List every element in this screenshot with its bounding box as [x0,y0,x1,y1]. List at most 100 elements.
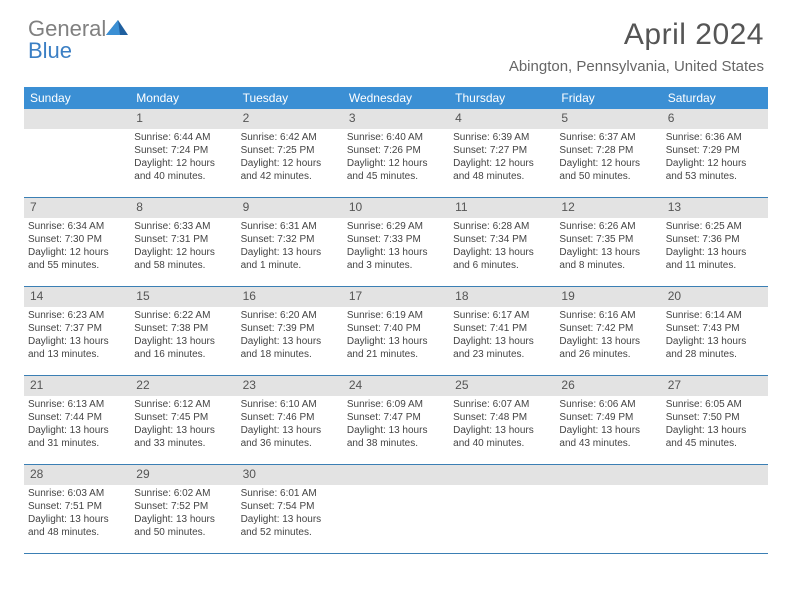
day-cell: 20Sunrise: 6:14 AMSunset: 7:43 PMDayligh… [662,287,768,375]
sunset-text: Sunset: 7:49 PM [559,411,657,424]
sunrise-text: Sunrise: 6:06 AM [559,398,657,411]
day-number: 7 [24,198,130,218]
day-number: 8 [130,198,236,218]
week-row: 14Sunrise: 6:23 AMSunset: 7:37 PMDayligh… [24,287,768,376]
day-info: Sunrise: 6:39 AMSunset: 7:27 PMDaylight:… [453,131,551,183]
sunset-text: Sunset: 7:37 PM [28,322,126,335]
day-number: 1 [130,109,236,129]
sunset-text: Sunset: 7:38 PM [134,322,232,335]
daylight-text: Daylight: 13 hours and 38 minutes. [347,424,445,450]
day-number: 12 [555,198,661,218]
sunset-text: Sunset: 7:44 PM [28,411,126,424]
daylight-text: Daylight: 13 hours and 45 minutes. [666,424,764,450]
day-number: 14 [24,287,130,307]
daylight-text: Daylight: 13 hours and 21 minutes. [347,335,445,361]
day-number: 30 [237,465,343,485]
sunset-text: Sunset: 7:36 PM [666,233,764,246]
sunrise-text: Sunrise: 6:34 AM [28,220,126,233]
sunrise-text: Sunrise: 6:28 AM [453,220,551,233]
day-number: 11 [449,198,555,218]
day-info: Sunrise: 6:36 AMSunset: 7:29 PMDaylight:… [666,131,764,183]
day-cell: 23Sunrise: 6:10 AMSunset: 7:46 PMDayligh… [237,376,343,464]
daylight-text: Daylight: 13 hours and 3 minutes. [347,246,445,272]
day-info: Sunrise: 6:29 AMSunset: 7:33 PMDaylight:… [347,220,445,272]
sunrise-text: Sunrise: 6:29 AM [347,220,445,233]
sunset-text: Sunset: 7:27 PM [453,144,551,157]
day-cell: 15Sunrise: 6:22 AMSunset: 7:38 PMDayligh… [130,287,236,375]
day-info: Sunrise: 6:03 AMSunset: 7:51 PMDaylight:… [28,487,126,539]
sunrise-text: Sunrise: 6:01 AM [241,487,339,500]
sunset-text: Sunset: 7:33 PM [347,233,445,246]
sunrise-text: Sunrise: 6:12 AM [134,398,232,411]
day-info: Sunrise: 6:06 AMSunset: 7:49 PMDaylight:… [559,398,657,450]
day-cell: 9Sunrise: 6:31 AMSunset: 7:32 PMDaylight… [237,198,343,286]
sunrise-text: Sunrise: 6:17 AM [453,309,551,322]
daylight-text: Daylight: 13 hours and 40 minutes. [453,424,551,450]
day-cell: 24Sunrise: 6:09 AMSunset: 7:47 PMDayligh… [343,376,449,464]
day-info: Sunrise: 6:33 AMSunset: 7:31 PMDaylight:… [134,220,232,272]
daylight-text: Daylight: 13 hours and 52 minutes. [241,513,339,539]
day-cell: 22Sunrise: 6:12 AMSunset: 7:45 PMDayligh… [130,376,236,464]
day-cell: 11Sunrise: 6:28 AMSunset: 7:34 PMDayligh… [449,198,555,286]
day-info: Sunrise: 6:01 AMSunset: 7:54 PMDaylight:… [241,487,339,539]
sunrise-text: Sunrise: 6:39 AM [453,131,551,144]
day-number: 18 [449,287,555,307]
day-number: 24 [343,376,449,396]
logo: GeneralBlue [28,18,130,62]
day-info: Sunrise: 6:05 AMSunset: 7:50 PMDaylight:… [666,398,764,450]
day-cell [24,109,130,197]
daylight-text: Daylight: 12 hours and 45 minutes. [347,157,445,183]
sunset-text: Sunset: 7:28 PM [559,144,657,157]
day-info: Sunrise: 6:26 AMSunset: 7:35 PMDaylight:… [559,220,657,272]
dow-cell: Wednesday [343,87,449,109]
day-cell: 28Sunrise: 6:03 AMSunset: 7:51 PMDayligh… [24,465,130,553]
sunrise-text: Sunrise: 6:26 AM [559,220,657,233]
daylight-text: Daylight: 12 hours and 53 minutes. [666,157,764,183]
sunrise-text: Sunrise: 6:36 AM [666,131,764,144]
day-cell [449,465,555,553]
logo-sail-icon [106,18,130,36]
day-number: 25 [449,376,555,396]
daylight-text: Daylight: 12 hours and 48 minutes. [453,157,551,183]
day-number [24,109,130,129]
daylight-text: Daylight: 12 hours and 50 minutes. [559,157,657,183]
week-row: 28Sunrise: 6:03 AMSunset: 7:51 PMDayligh… [24,465,768,554]
calendar: SundayMondayTuesdayWednesdayThursdayFrid… [24,87,768,554]
sunrise-text: Sunrise: 6:37 AM [559,131,657,144]
day-number [555,465,661,485]
day-cell: 14Sunrise: 6:23 AMSunset: 7:37 PMDayligh… [24,287,130,375]
daylight-text: Daylight: 13 hours and 23 minutes. [453,335,551,361]
sunset-text: Sunset: 7:48 PM [453,411,551,424]
day-cell [662,465,768,553]
sunset-text: Sunset: 7:54 PM [241,500,339,513]
sunset-text: Sunset: 7:51 PM [28,500,126,513]
weeks-container: 1Sunrise: 6:44 AMSunset: 7:24 PMDaylight… [24,109,768,554]
sunset-text: Sunset: 7:46 PM [241,411,339,424]
daylight-text: Daylight: 13 hours and 16 minutes. [134,335,232,361]
sunrise-text: Sunrise: 6:33 AM [134,220,232,233]
day-cell: 1Sunrise: 6:44 AMSunset: 7:24 PMDaylight… [130,109,236,197]
sunset-text: Sunset: 7:35 PM [559,233,657,246]
daylight-text: Daylight: 13 hours and 36 minutes. [241,424,339,450]
day-info: Sunrise: 6:28 AMSunset: 7:34 PMDaylight:… [453,220,551,272]
sunrise-text: Sunrise: 6:16 AM [559,309,657,322]
day-number: 13 [662,198,768,218]
day-info: Sunrise: 6:13 AMSunset: 7:44 PMDaylight:… [28,398,126,450]
day-cell [555,465,661,553]
daylight-text: Daylight: 13 hours and 13 minutes. [28,335,126,361]
day-number: 4 [449,109,555,129]
sunset-text: Sunset: 7:40 PM [347,322,445,335]
sunrise-text: Sunrise: 6:03 AM [28,487,126,500]
day-cell: 4Sunrise: 6:39 AMSunset: 7:27 PMDaylight… [449,109,555,197]
day-cell: 12Sunrise: 6:26 AMSunset: 7:35 PMDayligh… [555,198,661,286]
sunrise-text: Sunrise: 6:44 AM [134,131,232,144]
daylight-text: Daylight: 13 hours and 26 minutes. [559,335,657,361]
sunset-text: Sunset: 7:52 PM [134,500,232,513]
day-cell: 17Sunrise: 6:19 AMSunset: 7:40 PMDayligh… [343,287,449,375]
day-number: 26 [555,376,661,396]
day-info: Sunrise: 6:09 AMSunset: 7:47 PMDaylight:… [347,398,445,450]
daylight-text: Daylight: 13 hours and 28 minutes. [666,335,764,361]
day-info: Sunrise: 6:02 AMSunset: 7:52 PMDaylight:… [134,487,232,539]
daylight-text: Daylight: 13 hours and 1 minute. [241,246,339,272]
sunrise-text: Sunrise: 6:09 AM [347,398,445,411]
